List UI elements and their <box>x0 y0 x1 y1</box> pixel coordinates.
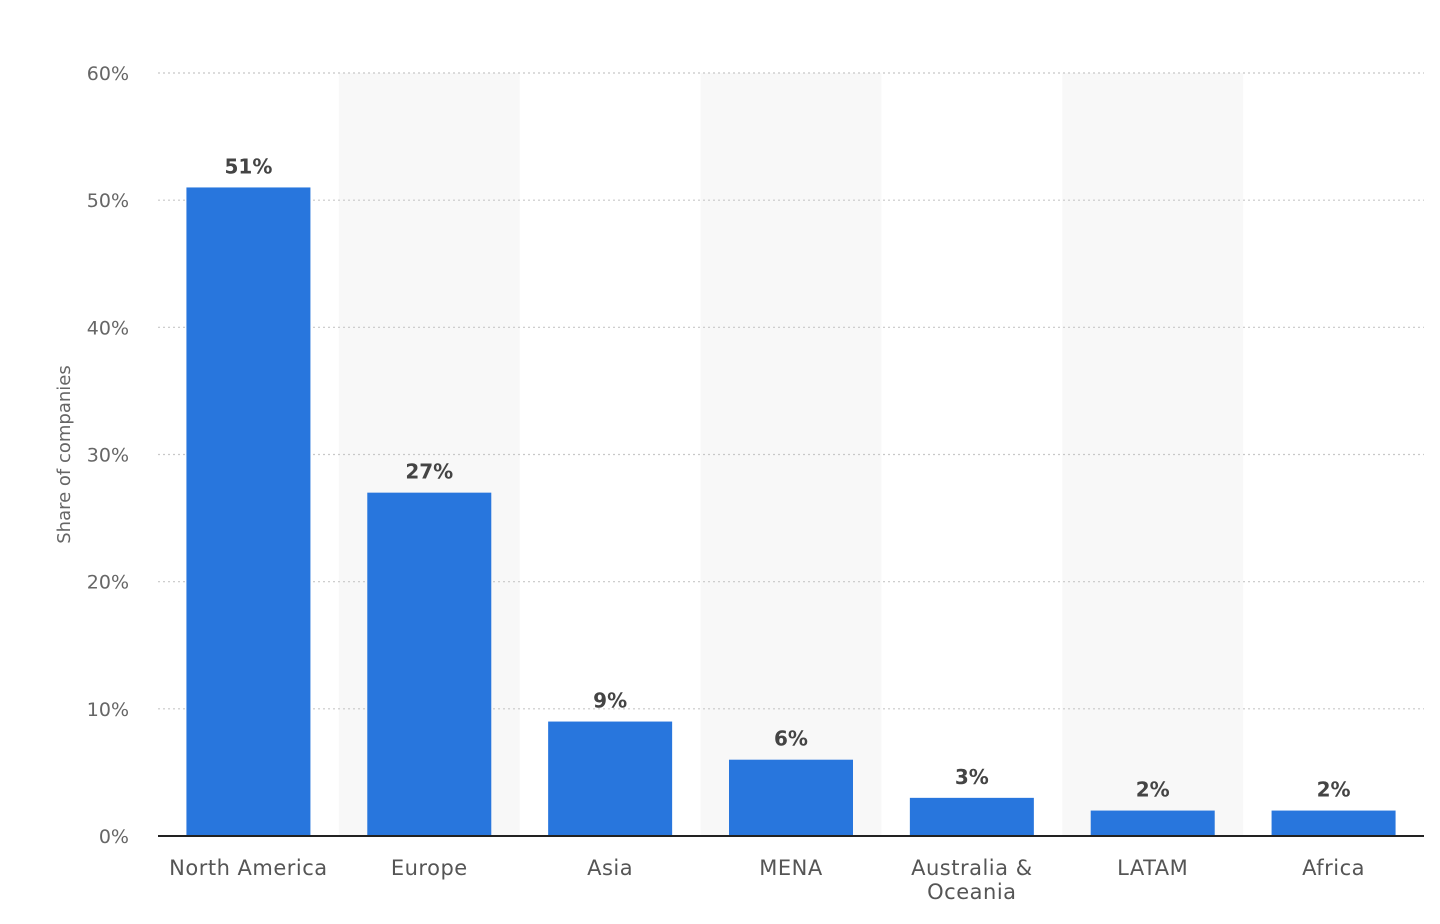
bar <box>729 759 853 836</box>
data-label: 3% <box>955 765 989 789</box>
category-label: MENA <box>759 856 823 880</box>
y-tick-label: 60% <box>87 63 129 85</box>
y-tick-label: 20% <box>87 572 129 594</box>
bar <box>1271 810 1396 836</box>
bars <box>186 187 1396 836</box>
bar <box>367 492 492 836</box>
bar <box>1090 810 1215 836</box>
y-tick-label: 0% <box>99 826 129 848</box>
category-label: Asia <box>587 856 633 880</box>
y-tick-label: 50% <box>87 190 129 212</box>
y-tick-label: 30% <box>87 445 129 467</box>
data-label: 51% <box>224 154 272 178</box>
category-label: Europe <box>391 856 468 880</box>
data-label: 27% <box>405 460 453 484</box>
bar <box>548 721 673 836</box>
category-label: Africa <box>1302 856 1365 880</box>
category-label: LATAM <box>1117 856 1188 880</box>
bar <box>909 797 1034 836</box>
y-tick-label: 40% <box>87 317 129 339</box>
category-label: Australia & Oceania <box>911 856 1032 904</box>
bar <box>186 187 311 836</box>
y-tick-labels: 0% 10% 20% 30% 40% 50% 60% <box>87 63 129 848</box>
y-tick-label: 10% <box>87 699 129 721</box>
category-labels: North America Europe Asia MENA Australia & Oc… <box>169 856 1365 904</box>
category-label: North America <box>169 856 328 880</box>
y-axis-title: Share of companies <box>54 365 75 544</box>
data-label: 9% <box>593 689 627 713</box>
data-label: 6% <box>774 727 808 751</box>
background-band <box>700 73 882 836</box>
data-label: 2% <box>1136 778 1170 802</box>
data-label: 2% <box>1317 778 1351 802</box>
data-labels: 51% 27% 9% 6% 3% 2% 2% <box>224 154 1350 801</box>
